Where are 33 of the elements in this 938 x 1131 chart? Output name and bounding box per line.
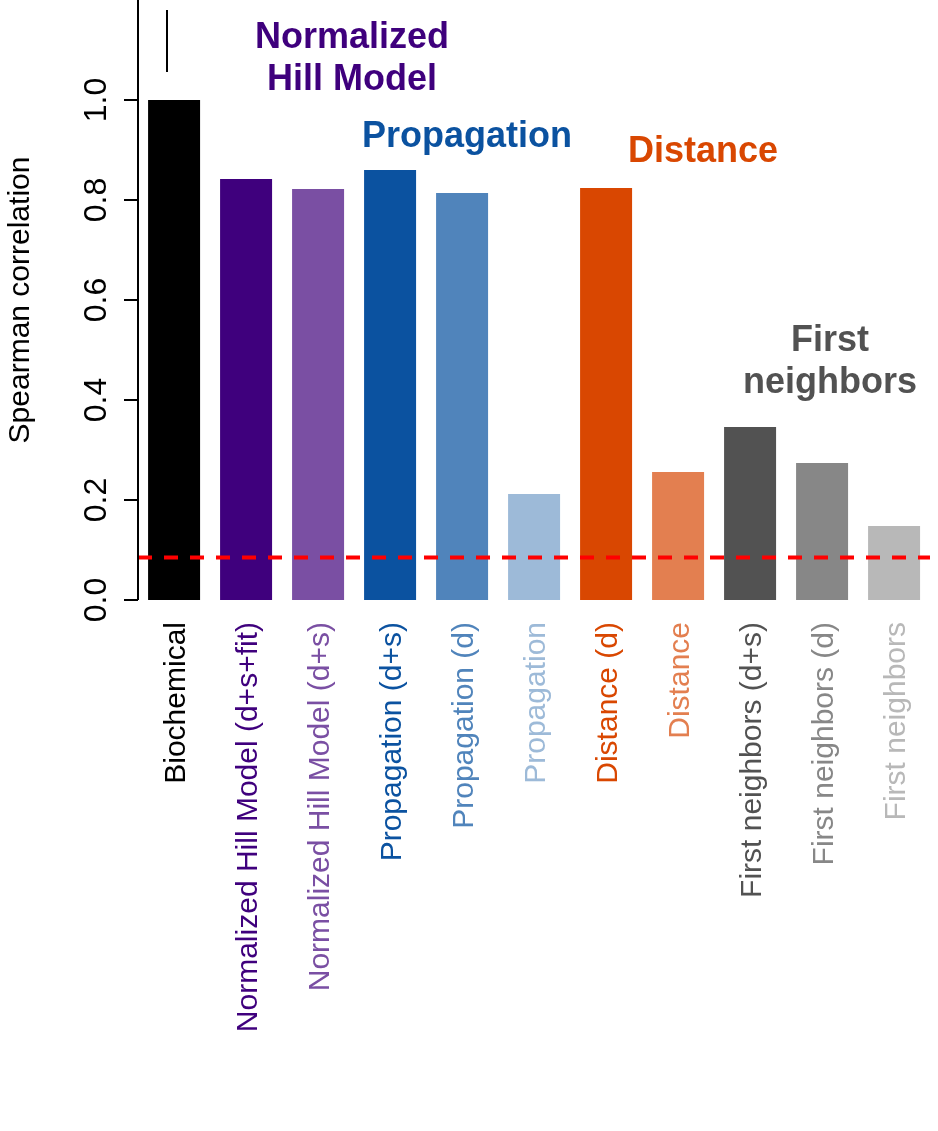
x-tick-label: Propagation (d)	[445, 622, 479, 829]
bar	[868, 526, 921, 600]
y-tick-label: 0.4	[77, 377, 113, 423]
x-tick-label: First neighbors (d+s)	[733, 622, 767, 898]
annotation: Propagation	[361, 114, 573, 155]
annotation: Normalized Hill Model	[254, 15, 450, 98]
y-axis-title: Spearman correlation	[1, 156, 35, 444]
bar	[796, 463, 849, 600]
annotation: First neighbors	[742, 318, 918, 401]
bar	[292, 189, 345, 600]
x-tick-label: First neighbors	[877, 622, 911, 821]
x-tick-label: Normalized Hill Model (d+s+fit)	[229, 622, 263, 1033]
x-tick-label: First neighbors (d)	[805, 622, 839, 866]
bar	[436, 193, 489, 600]
x-tick-label: Propagation	[517, 622, 551, 784]
bar	[652, 472, 705, 600]
bar	[724, 427, 777, 600]
annotation: Distance	[627, 129, 779, 170]
bar	[220, 179, 273, 600]
bar	[148, 100, 201, 600]
x-tick-label: Propagation (d+s)	[373, 622, 407, 862]
bar	[580, 188, 633, 600]
x-tick-label: Biochemical	[157, 622, 191, 784]
x-tick-label: Normalized Hill Model (d+s)	[301, 622, 335, 992]
x-tick-label: Distance	[661, 622, 695, 739]
bar	[364, 170, 417, 600]
bar	[508, 494, 561, 600]
y-tick-label: 1.0	[77, 77, 113, 123]
y-tick-label: 0.6	[77, 277, 113, 323]
y-tick-label: 0.2	[77, 477, 113, 523]
y-tick-label: 0.8	[77, 177, 113, 223]
y-tick-label: 0.0	[77, 577, 113, 623]
x-tick-label: Distance (d)	[589, 622, 623, 784]
